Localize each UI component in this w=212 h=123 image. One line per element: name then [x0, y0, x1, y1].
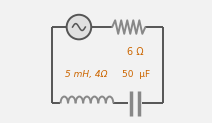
Text: 5 mH, 4Ω: 5 mH, 4Ω	[66, 70, 108, 79]
Text: 50  μF: 50 μF	[122, 70, 150, 79]
Text: 6 Ω: 6 Ω	[127, 47, 143, 57]
Circle shape	[67, 15, 91, 39]
